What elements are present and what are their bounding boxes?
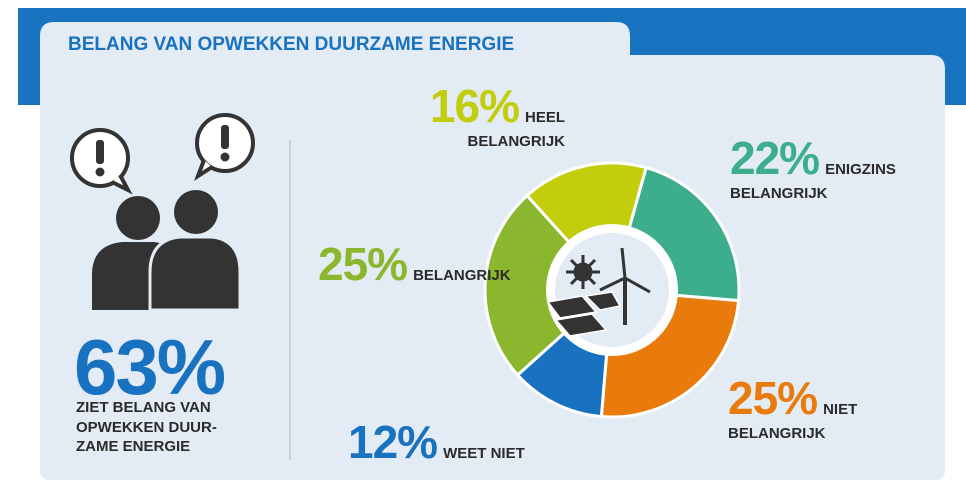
slice-category: ENIGZINS BELANGRIJK: [730, 161, 896, 202]
energy-icon: [546, 247, 651, 337]
slice-percent: 25%: [318, 238, 408, 290]
slice-label: 12% WEET NIET: [348, 416, 568, 469]
speech-bubbles: [70, 113, 255, 195]
slice-category: WEET NIET: [443, 445, 525, 462]
slice-percent: 25%: [728, 372, 818, 424]
slice-category: NIET BELANGRIJK: [728, 401, 858, 442]
slice-label: 25% NIET BELANGRIJK: [728, 372, 878, 442]
slice-label: 25% BELANGRIJK: [318, 238, 511, 291]
slice-label: 16% HEEL BELANGRIJK: [405, 80, 565, 150]
slice-category: BELANGRIJK: [413, 267, 511, 284]
people-icon: [92, 190, 242, 312]
highlight-text: ZIET BELANG VAN OPWEKKEN DUUR-ZAME ENERG…: [76, 399, 217, 455]
slice-label: 22% ENIGZINS BELANGRIJK: [730, 132, 930, 202]
highlight-value: 63%: [74, 323, 226, 411]
slice-percent: 16%: [429, 80, 520, 132]
slice-category: HEEL BELANGRIJK: [467, 109, 565, 150]
slice-percent: 12%: [348, 416, 438, 468]
slice-percent: 22%: [730, 132, 820, 184]
title: BELANG VAN OPWEKKEN DUURZAME ENERGIE: [68, 34, 515, 55]
